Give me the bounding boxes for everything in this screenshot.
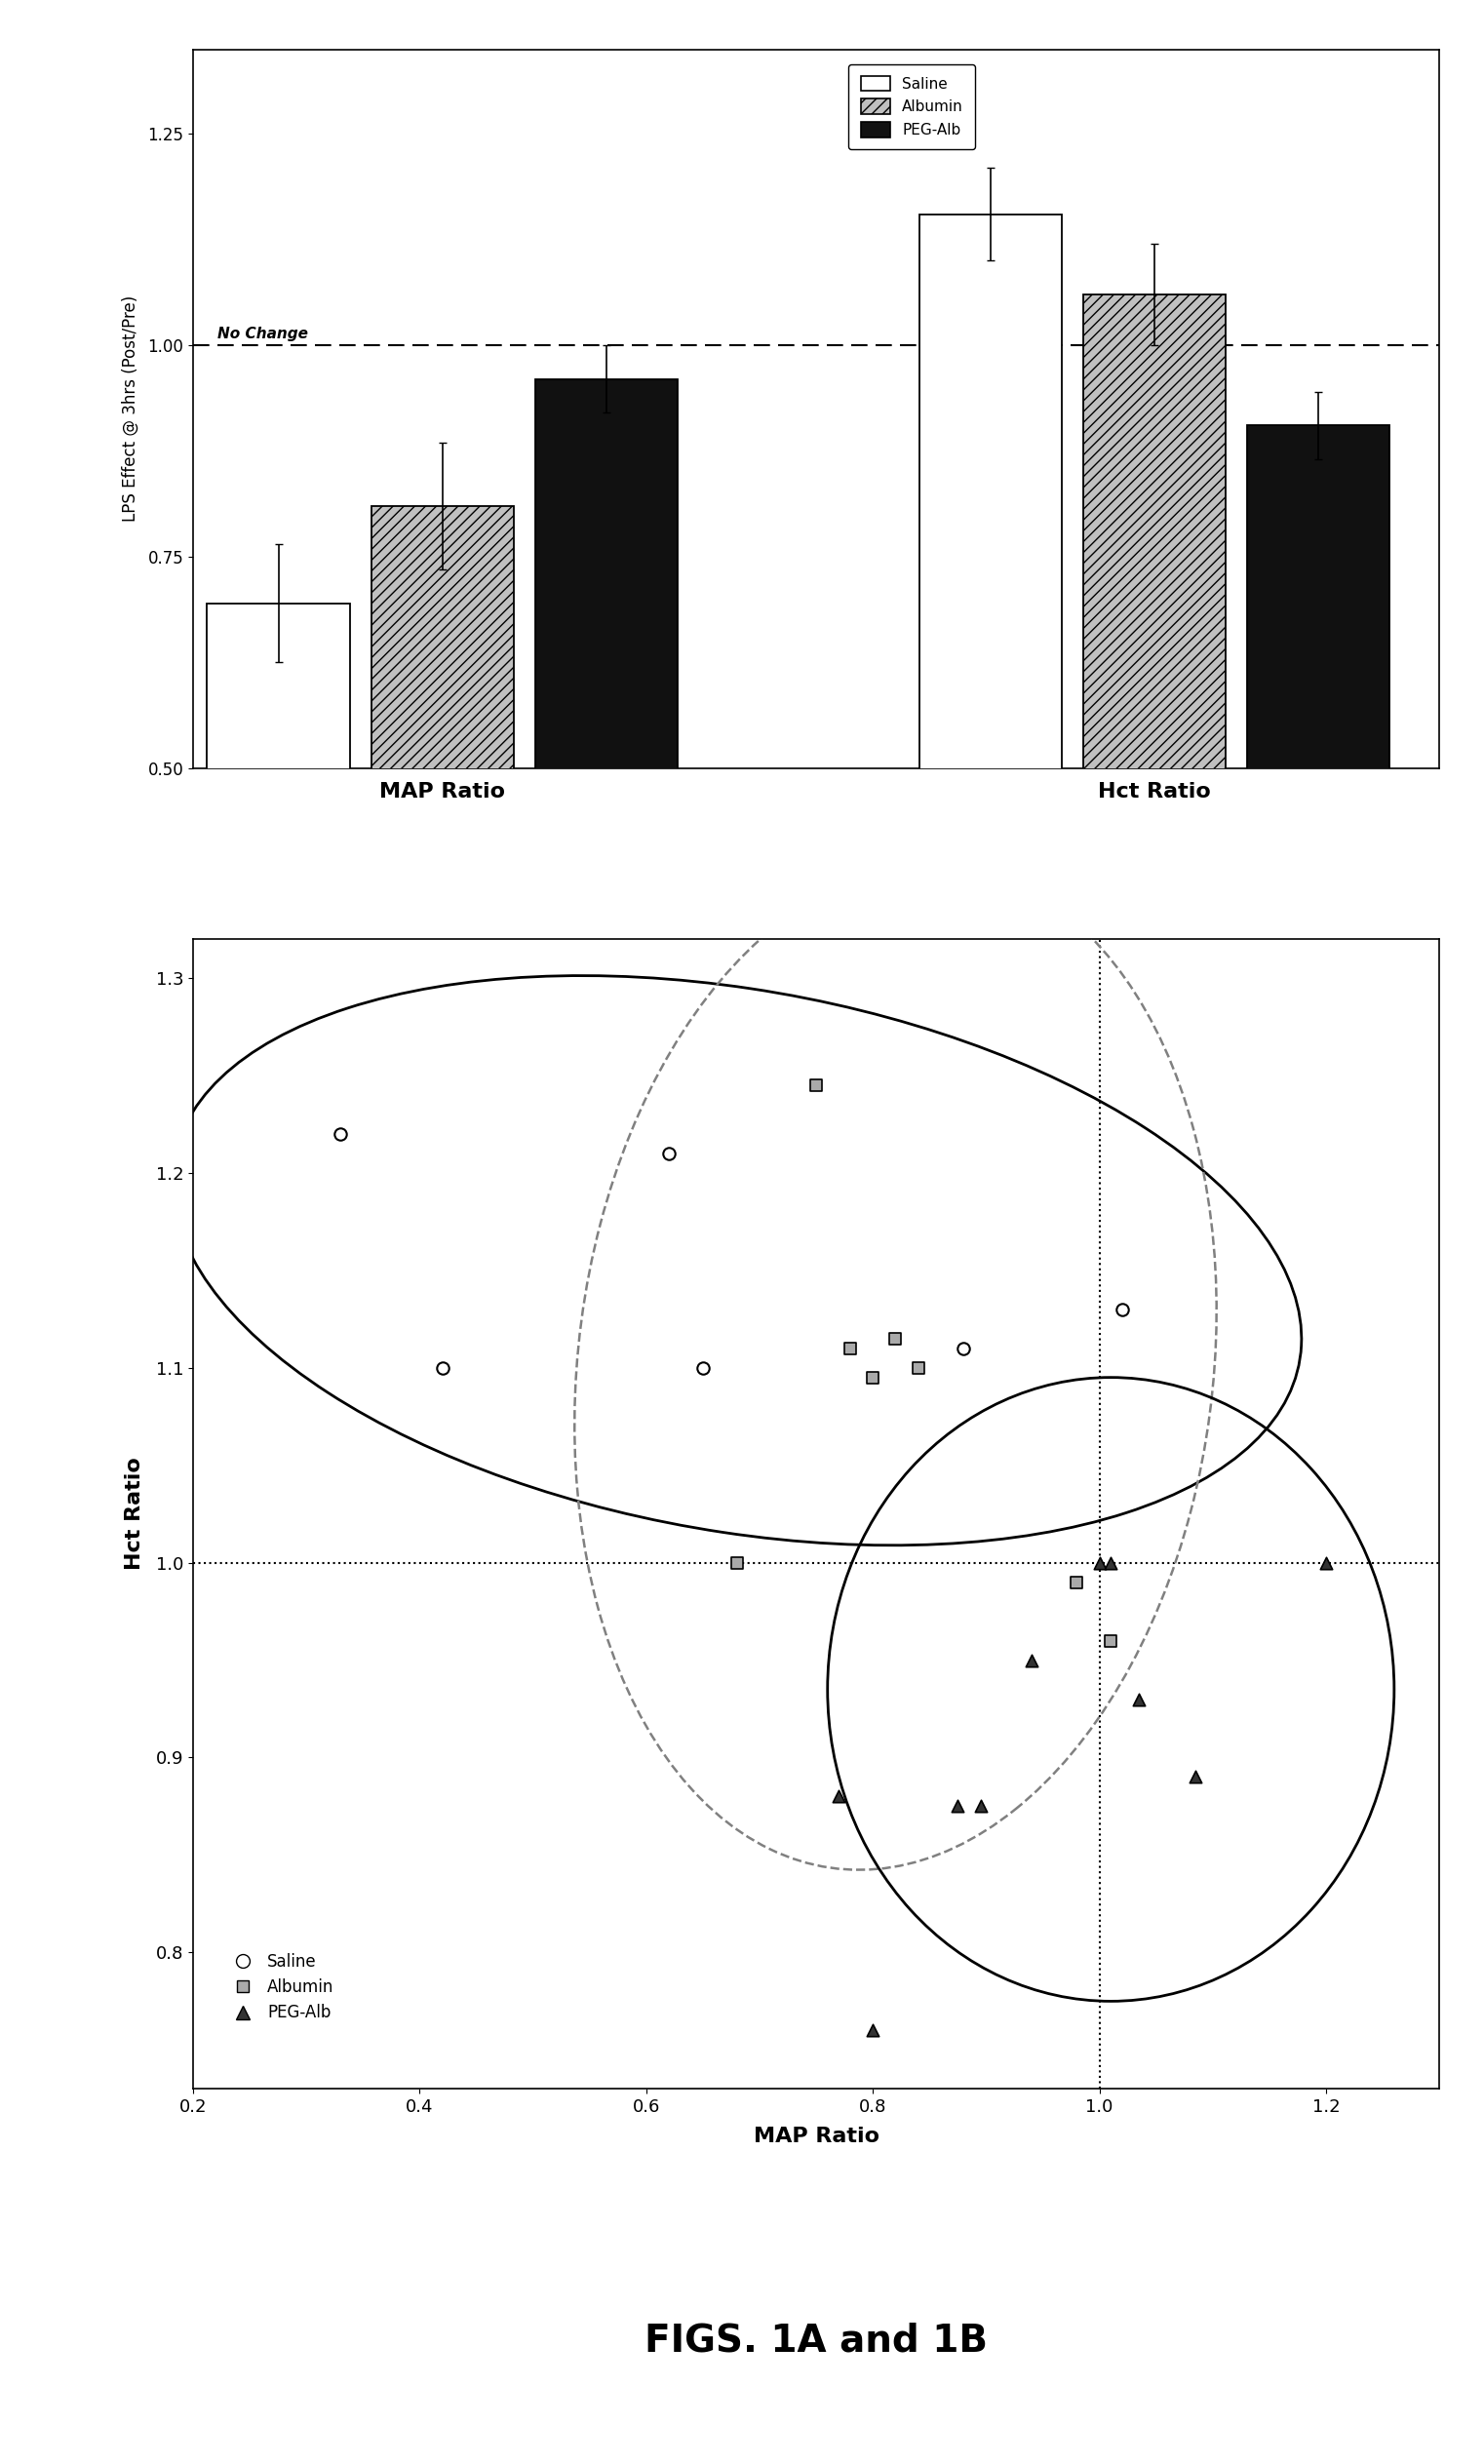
Legend: Saline, Albumin, PEG-Alb: Saline, Albumin, PEG-Alb [214, 1939, 347, 2035]
Point [861, 1358, 884, 1397]
Bar [371, 505, 513, 1190]
Point [657, 1133, 681, 1173]
Bar [1247, 426, 1389, 1190]
Bar [534, 379, 677, 1190]
Point [1100, 1542, 1123, 1582]
Text: No Change: No Change [218, 325, 309, 340]
Y-axis label: Hct Ratio: Hct Ratio [125, 1456, 145, 1570]
Y-axis label: LPS Effect @ 3hrs (Post/Pre): LPS Effect @ 3hrs (Post/Pre) [122, 296, 139, 522]
Point [1100, 1621, 1123, 1661]
Point [883, 1318, 907, 1358]
Bar [1083, 296, 1226, 1190]
Point [907, 1348, 930, 1387]
Legend: Saline, Albumin, PEG-Alb: Saline, Albumin, PEG-Alb [849, 64, 975, 150]
Point [827, 1777, 850, 1816]
Point [1315, 1542, 1339, 1582]
Text: FIGS. 1A and 1B: FIGS. 1A and 1B [644, 2321, 988, 2358]
Point [861, 2011, 884, 2050]
Point [951, 1328, 975, 1368]
Point [328, 1114, 352, 1153]
Point [838, 1328, 862, 1368]
Point [692, 1348, 715, 1387]
Bar [208, 604, 350, 1190]
Point [430, 1348, 454, 1387]
Point [1184, 1757, 1208, 1796]
Point [1128, 1680, 1152, 1720]
Point [1066, 1562, 1089, 1602]
Point [1020, 1641, 1043, 1680]
Point [804, 1064, 828, 1104]
Point [969, 1786, 993, 1826]
Point [945, 1786, 969, 1826]
X-axis label: MAP Ratio: MAP Ratio [754, 2126, 879, 2146]
Bar [920, 214, 1063, 1190]
Point [726, 1542, 749, 1582]
Point [1088, 1542, 1112, 1582]
Point [1110, 1289, 1134, 1328]
